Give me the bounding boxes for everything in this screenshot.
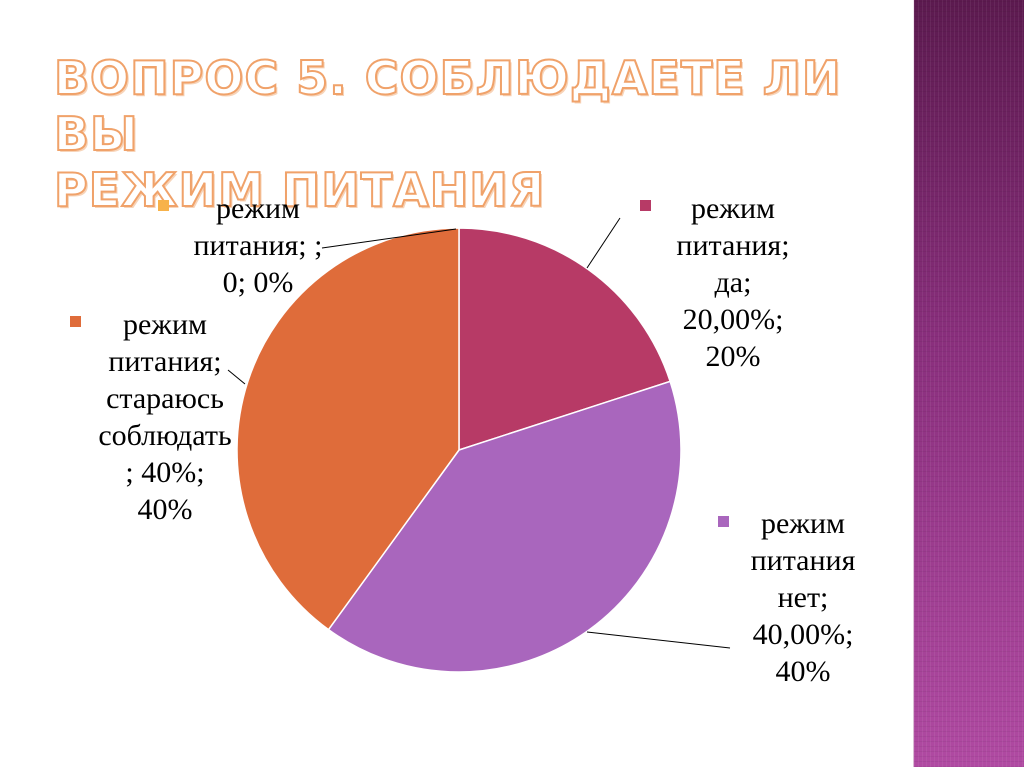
data-label-3: режим питания; стараюсь соблюдать ; 40%; 40% [98,308,231,526]
data-label-1: режим питания; да; 20,00%; 20% [676,192,789,373]
data-label-line: режим [123,308,207,341]
pie-slice-стараюсь-соблюдать [236,227,460,631]
data-label-line: режим [691,192,775,225]
leader-line-3 [227,369,246,385]
data-label-line: питания [751,544,856,577]
leader-line-0 [321,228,457,249]
data-label-2: режим питания нет; 40,00%; 40% [751,507,856,688]
data-labels: режим питания; ; 0; 0% режим питания; да; 20,0… [70,192,856,688]
pie-slice-нет [327,380,682,673]
label-color-key-3 [70,316,81,327]
data-label-line: стараюсь [106,382,224,415]
leader-lines [227,217,731,649]
leader-line-2 [586,631,731,649]
data-label-line: 40% [138,493,193,526]
data-label-line: да; [715,266,752,299]
label-color-key-2 [718,516,729,527]
data-label-line: питания; ; [194,229,323,262]
slide-title: ВОПРОС 5. СОБЛЮДАЕТЕ ЛИ ВЫ РЕЖИМ ПИТАНИЯ [53,50,874,218]
data-label-line: 0; 0% [223,266,294,299]
data-label-line: 20,00%; [683,303,784,336]
data-label-line: питания; [676,229,789,262]
decorative-side-band [914,0,1024,767]
data-label-line: режим [216,192,300,225]
pie-slices [236,227,682,673]
leader-line-1 [586,217,621,269]
label-color-key-0 [158,200,169,211]
data-label-line: режим [761,507,845,540]
data-label-line: 40% [776,655,831,688]
data-label-0: режим питания; ; 0; 0% [194,192,323,299]
data-label-line: 20% [706,340,761,373]
data-label-line: ; 40%; [125,456,204,489]
label-color-key-1 [640,200,651,211]
slide-title-line-2: РЕЖИМ ПИТАНИЯ [53,162,546,218]
data-label-line: 40,00%; [753,618,854,651]
pie-slice-да [458,227,672,452]
slide-title-line-1: ВОПРОС 5. СОБЛЮДАЕТЕ ЛИ ВЫ [53,50,842,162]
data-label-line: соблюдать [98,419,231,452]
data-label-line: питания; [108,345,221,378]
data-label-line: нет; [778,581,829,614]
